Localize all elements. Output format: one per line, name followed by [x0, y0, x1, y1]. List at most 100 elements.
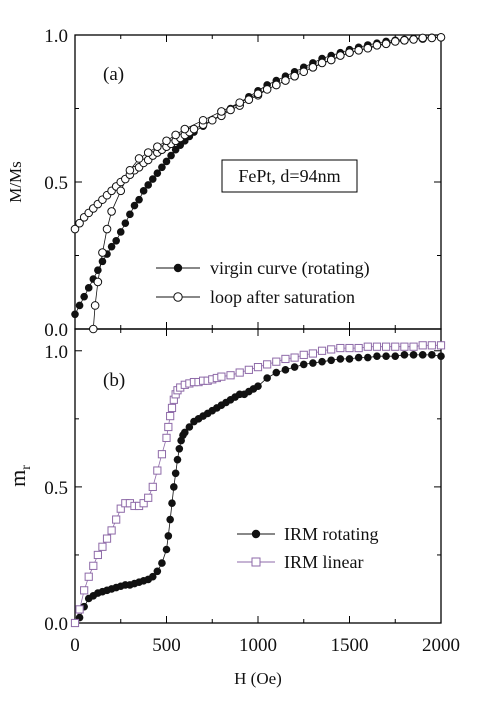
data-point [308, 63, 318, 72]
y-tick-label: 0.5 [44, 173, 68, 194]
panel-a-label: (a) [103, 64, 124, 85]
panel-b-y-axis-label-main: m [5, 470, 30, 487]
annotation-box [221, 159, 358, 193]
data-point [148, 482, 157, 491]
data-point [290, 363, 299, 371]
x-tick-label: 1000 [239, 635, 277, 656]
x-axis-label: H (Oe) [234, 669, 282, 688]
data-point [372, 40, 382, 50]
data-point [90, 301, 100, 310]
data-point [175, 444, 184, 453]
data-point [409, 351, 418, 359]
data-point [272, 357, 281, 366]
data-point [327, 345, 336, 354]
data-point [93, 277, 103, 287]
data-point [226, 105, 235, 115]
data-point [263, 374, 271, 382]
y-tick-label: 1.0 [44, 26, 68, 47]
data-point [262, 85, 272, 94]
data-point [244, 95, 254, 104]
data-point [94, 266, 102, 275]
data-point [390, 37, 400, 46]
data-point [317, 58, 327, 68]
data-point [235, 368, 244, 377]
data-point [363, 43, 373, 53]
data-point [391, 342, 400, 351]
data-point [299, 67, 309, 77]
data-point [207, 115, 217, 125]
data-point [153, 567, 162, 576]
data-point [281, 76, 290, 85]
data-point [418, 351, 427, 359]
data-point [162, 157, 171, 166]
data-point [84, 284, 93, 292]
legend-label-virgin: virgin curve (rotating) [210, 258, 370, 279]
data-point [336, 355, 345, 363]
data-point [98, 542, 107, 551]
data-point [144, 493, 153, 502]
data-point [162, 545, 171, 554]
panel-b-legend: IRM rotating IRM linear [237, 524, 379, 572]
data-point [84, 572, 93, 581]
data-point [217, 372, 226, 381]
panel-b-y-axis-label: mr [5, 465, 34, 487]
data-point [391, 352, 400, 361]
data-point [139, 499, 148, 508]
data-point [162, 433, 171, 442]
data-point [166, 412, 175, 421]
data-point [116, 186, 126, 196]
data-point [317, 346, 327, 355]
data-point [345, 343, 354, 353]
data-point [170, 483, 178, 491]
data-point [107, 207, 116, 216]
annotation-text: FePt, d=94nm [238, 166, 340, 186]
data-point [336, 51, 345, 60]
data-point [381, 39, 391, 49]
data-point [336, 343, 345, 353]
data-point [75, 301, 84, 310]
data-point [116, 504, 125, 513]
data-point [107, 242, 116, 251]
data-point [354, 343, 363, 353]
data-point [436, 33, 446, 42]
axis-tick-labels: 0.00.51.00.00.51.00 500 1000 1500 2000 [44, 26, 460, 656]
x-tick-label: 1500 [331, 635, 369, 656]
data-point [281, 354, 290, 364]
data-point [244, 365, 253, 374]
data-point [153, 466, 162, 475]
data-point [308, 349, 317, 358]
data-point [272, 80, 281, 90]
data-point [373, 352, 381, 361]
data-point [130, 201, 139, 210]
data-point [98, 257, 107, 266]
data-point [167, 151, 175, 160]
panel-b-frame [74, 328, 442, 624]
data-point [153, 169, 162, 177]
data-point [125, 165, 135, 175]
y-tick-label: 0.5 [44, 478, 68, 499]
data-point [198, 115, 208, 125]
data-point [102, 534, 112, 543]
data-point [116, 228, 125, 236]
data-point [290, 353, 299, 362]
data-point [281, 366, 290, 374]
data-point [180, 124, 190, 134]
data-point [75, 218, 84, 228]
legend-label-irm-linear: IRM linear [284, 552, 363, 572]
data-point [148, 175, 157, 183]
y-tick-label: 0.0 [44, 614, 68, 635]
data-point [93, 550, 102, 560]
data-point [71, 310, 79, 319]
data-point [364, 353, 372, 362]
data-point [157, 450, 167, 459]
panel-b-label: (b) [103, 370, 125, 391]
data-point [427, 33, 437, 43]
data-point [164, 532, 173, 540]
data-point [166, 515, 174, 524]
data-point [299, 360, 308, 369]
data-point [345, 48, 354, 57]
panel-b-y-axis-label-sub: r [19, 465, 34, 470]
data-point [148, 572, 157, 581]
data-point [318, 357, 326, 366]
